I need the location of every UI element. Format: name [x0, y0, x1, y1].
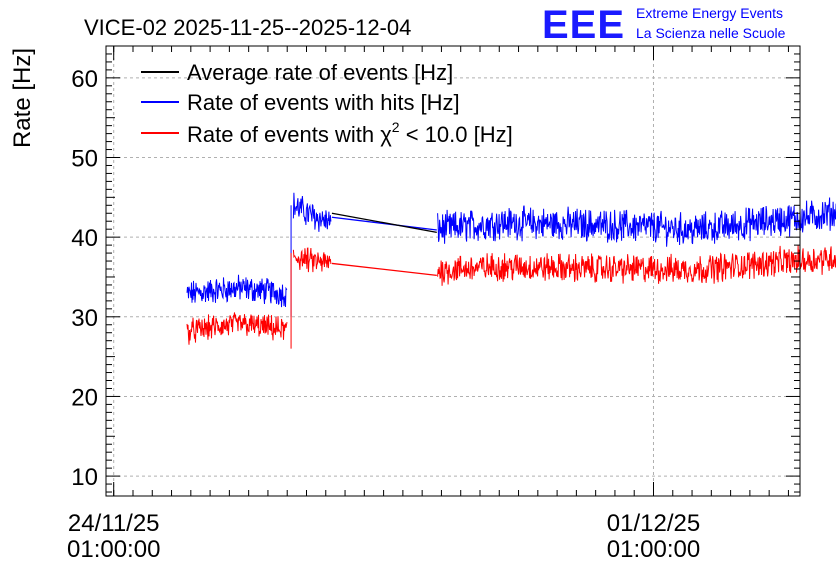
org-subtitle: La Scienza nelle Scuole: [636, 25, 786, 41]
legend-label-chi2: Rate of events with χ2 < 10.0 [Hz]: [187, 119, 513, 147]
series-chi2-trace: [292, 247, 332, 273]
series-chi2-trace: [186, 312, 288, 345]
legend: Average rate of events [Hz] Rate of even…: [141, 60, 513, 147]
series-chi2-connector: [331, 262, 437, 277]
legend-chi2-prefix: Rate of events with: [187, 122, 380, 147]
x-tick-label-time: 01:00:00: [67, 536, 160, 563]
legend-chi2-exponent: 2: [392, 119, 400, 135]
y-tick-label: 60: [71, 66, 98, 93]
y-tick-label: 40: [71, 225, 98, 252]
eee-logo: EEE: [542, 3, 625, 47]
plot-area: [186, 192, 836, 349]
y-tick-label: 10: [71, 464, 98, 491]
y-tick-label: 50: [71, 146, 98, 173]
legend-label-average: Average rate of events [Hz]: [187, 60, 453, 85]
chart-title: VICE-02 2025-11-25--2025-12-04: [84, 15, 411, 40]
y-axis-label: Rate [Hz]: [9, 48, 36, 148]
y-tick-label: 20: [71, 384, 98, 411]
legend-chi2-symbol: χ: [380, 122, 392, 147]
plot-frame: [105, 45, 801, 497]
series-average-connector: [331, 212, 437, 234]
axes: 10203040506024/11/2501:00:0001/12/2501:0…: [67, 46, 800, 563]
legend-chi2-suffix: < 10.0 [Hz]: [400, 122, 513, 147]
x-tick-label-date: 01/12/25: [607, 510, 700, 537]
x-tick-label-date: 24/11/25: [68, 510, 160, 537]
series-hits-trace: [292, 192, 332, 232]
x-tick-label-time: 01:00:00: [607, 536, 700, 563]
y-tick-label: 30: [71, 305, 98, 332]
series-hits-trace: [186, 274, 288, 308]
series-hits-connector: [331, 216, 437, 231]
series-hits-trace: [437, 197, 836, 247]
legend-label-hits: Rate of events with hits [Hz]: [187, 90, 460, 115]
series-chi2-trace: [437, 245, 836, 286]
org-name: Extreme Energy Events: [636, 5, 783, 21]
